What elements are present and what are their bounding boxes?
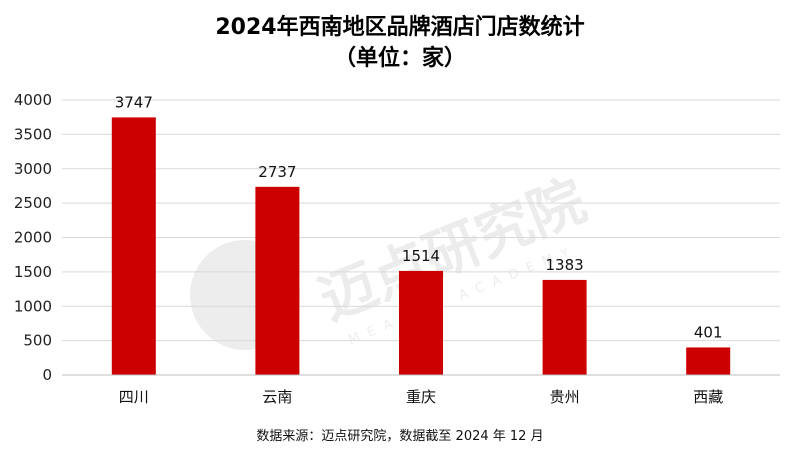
data-labels: 3747 2737 1514 1383 401	[115, 93, 723, 341]
data-label: 1514	[402, 247, 440, 265]
y-tick-label: 500	[23, 332, 52, 350]
data-label: 3747	[115, 93, 153, 111]
y-tick-label: 1500	[14, 263, 52, 281]
bar	[686, 347, 731, 375]
y-tick-label: 0	[42, 366, 52, 384]
y-axis: 0 500 1000 1500 2000 2500 3000 3500 4000	[14, 91, 52, 384]
data-label: 1383	[546, 256, 584, 274]
x-category-label: 云南	[262, 388, 292, 406]
x-category-label: 四川	[119, 388, 149, 406]
y-tick-label: 3000	[14, 160, 52, 178]
data-label: 401	[694, 323, 723, 341]
x-category-label: 贵州	[550, 388, 580, 406]
bar	[542, 279, 587, 375]
y-tick-label: 1000	[14, 297, 52, 315]
bars	[111, 117, 731, 376]
y-tick-label: 4000	[14, 91, 52, 109]
x-category-label: 重庆	[406, 388, 436, 406]
bar	[399, 270, 443, 375]
y-tick-label: 2500	[14, 194, 52, 212]
watermark: 迈点研究院 MEADIN ACADEMY	[190, 168, 595, 350]
bar	[255, 186, 300, 375]
y-tick-label: 3500	[14, 125, 52, 143]
x-category-label: 西藏	[693, 388, 723, 406]
bar	[111, 117, 156, 376]
y-tick-label: 2000	[14, 229, 52, 247]
chart-title: 2024年西南地区品牌酒店门店数统计	[215, 15, 585, 40]
x-axis: 四川 云南 重庆 贵州 西藏	[62, 374, 780, 406]
chart-subtitle: （单位：家）	[333, 46, 466, 71]
data-source-note: 数据来源：迈点研究院，数据截至 2024 年 12 月	[256, 429, 544, 444]
data-label: 2737	[258, 163, 296, 181]
